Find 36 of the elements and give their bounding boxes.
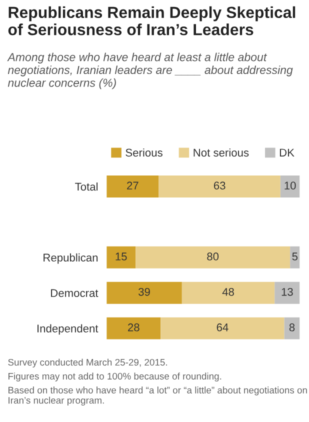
bar bbox=[106, 282, 182, 304]
legend-label: DK bbox=[280, 148, 294, 156]
chart-title: Republicans Remain Deeply Skeptical of Seriousness of Iran’s Leaders bbox=[8, 6, 296, 36]
y-tick-label: Independent bbox=[38, 324, 98, 335]
data-label: 8 bbox=[289, 323, 295, 332]
bar bbox=[280, 176, 300, 198]
bar bbox=[274, 282, 300, 304]
bar bbox=[106, 317, 161, 340]
y-tick-label: Republican bbox=[44, 253, 98, 264]
y-tick-label: Democrat bbox=[51, 289, 98, 298]
text: Based on those who have heard “a lot” or “a little” about negotiations on Iran’s nuclear program. bbox=[8, 386, 307, 406]
data-label: 10 bbox=[284, 182, 296, 190]
y-tick-label: Total bbox=[75, 182, 98, 191]
text: Survey conducted March 25-29, 2015. bbox=[8, 358, 167, 368]
data-label: 27 bbox=[127, 182, 138, 190]
data-label: 48 bbox=[222, 288, 234, 296]
bar bbox=[182, 282, 275, 304]
legend-label: Serious bbox=[126, 148, 162, 157]
data-label: 13 bbox=[282, 288, 293, 296]
data-label: 64 bbox=[216, 323, 228, 332]
bar bbox=[160, 317, 284, 340]
legend-label: Not serious bbox=[194, 148, 249, 157]
bar bbox=[106, 246, 136, 268]
text: Figures may not add to 100% because of rounding. bbox=[8, 372, 222, 382]
bar bbox=[158, 176, 280, 198]
bar bbox=[290, 246, 300, 268]
data-label: 80 bbox=[207, 252, 219, 260]
chart-subtitle: Among those who have heard at least a little about negotiations, Iranian leaders are ____ about addressing nuclear concerns (%) bbox=[7, 52, 293, 90]
data-label: 5 bbox=[292, 252, 298, 260]
data-label: 28 bbox=[128, 323, 140, 332]
bar bbox=[136, 246, 290, 268]
bar bbox=[106, 176, 159, 198]
bar bbox=[284, 317, 300, 340]
data-label: 15 bbox=[116, 252, 127, 260]
data-label: 39 bbox=[138, 288, 150, 296]
data-label: 63 bbox=[214, 182, 226, 190]
